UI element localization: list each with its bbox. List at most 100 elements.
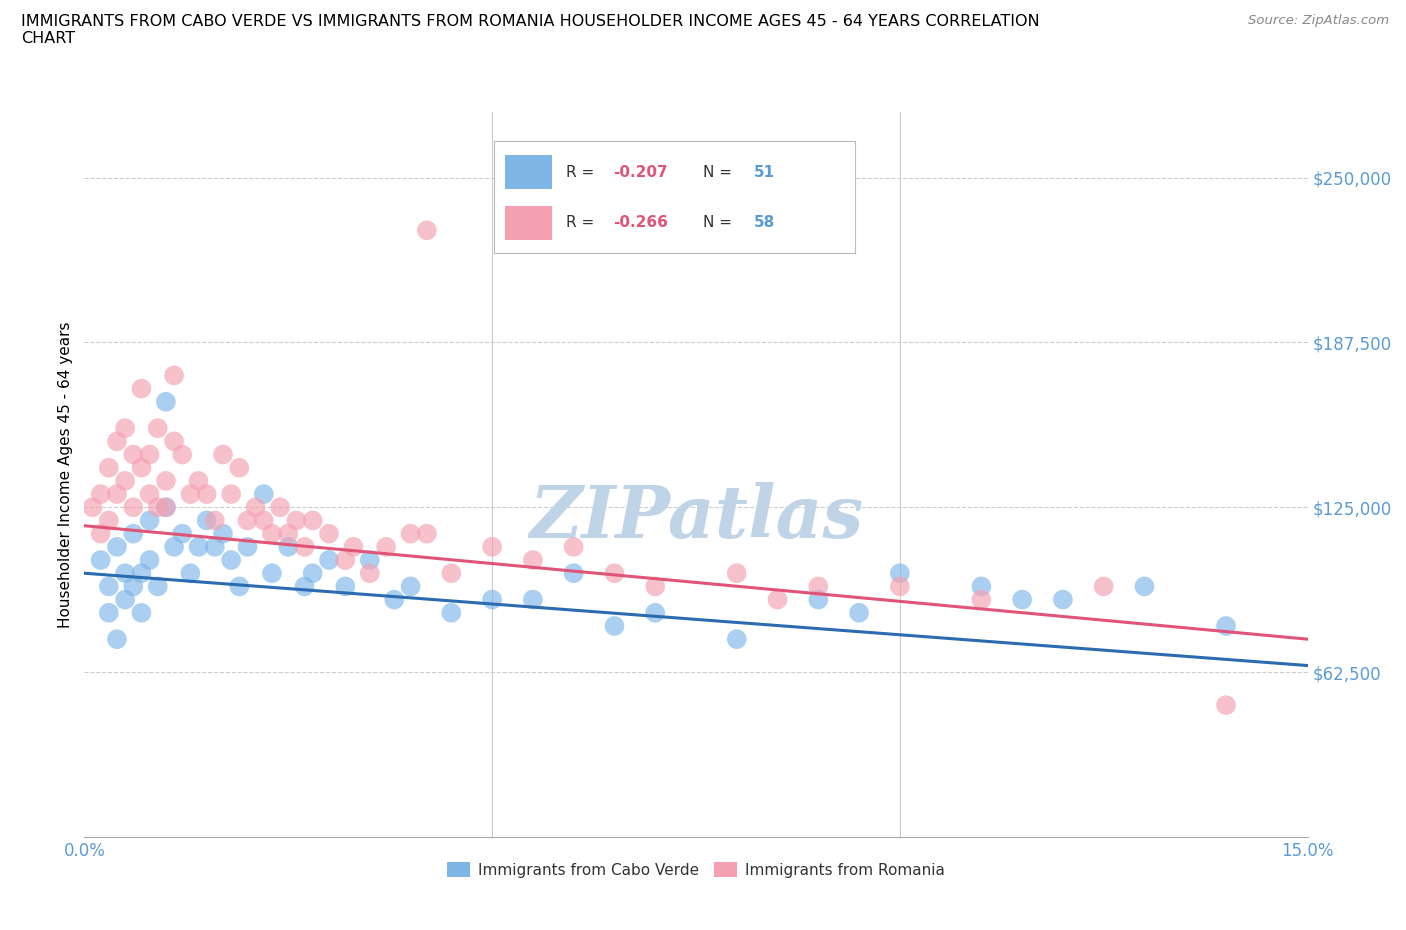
Point — [285, 513, 308, 528]
Point — [187, 539, 209, 554]
Text: ZIPatlas: ZIPatlas — [529, 483, 863, 553]
Point — [1092, 579, 1115, 594]
Point — [440, 605, 463, 620]
Point — [138, 552, 160, 567]
Point — [212, 526, 235, 541]
Point — [105, 631, 128, 646]
Point — [970, 579, 993, 594]
Point — [138, 513, 160, 528]
Point — [236, 513, 259, 528]
Point — [318, 552, 340, 567]
Point — [277, 539, 299, 554]
Point — [382, 592, 405, 607]
Point — [253, 486, 276, 501]
Point — [725, 631, 748, 646]
Point — [294, 579, 316, 594]
Point — [122, 499, 145, 514]
Point — [522, 552, 544, 567]
Point — [195, 486, 218, 501]
Point — [204, 539, 226, 554]
Point — [122, 579, 145, 594]
Point — [807, 592, 830, 607]
Point — [155, 473, 177, 488]
Legend: Immigrants from Cabo Verde, Immigrants from Romania: Immigrants from Cabo Verde, Immigrants f… — [441, 856, 950, 884]
Point — [155, 394, 177, 409]
Point — [114, 592, 136, 607]
Point — [603, 565, 626, 580]
Point — [219, 486, 242, 501]
Point — [399, 579, 422, 594]
Point — [416, 526, 439, 541]
Point — [114, 420, 136, 435]
Text: IMMIGRANTS FROM CABO VERDE VS IMMIGRANTS FROM ROMANIA HOUSEHOLDER INCOME AGES 45: IMMIGRANTS FROM CABO VERDE VS IMMIGRANTS… — [21, 14, 1039, 46]
Point — [163, 434, 186, 449]
Point — [90, 552, 112, 567]
Point — [114, 473, 136, 488]
Point — [294, 539, 316, 554]
Point — [889, 579, 911, 594]
Point — [131, 605, 153, 620]
Point — [807, 579, 830, 594]
Point — [82, 499, 104, 514]
Point — [1011, 592, 1033, 607]
Point — [212, 447, 235, 462]
Point — [97, 579, 120, 594]
Point — [603, 618, 626, 633]
Point — [342, 539, 364, 554]
Point — [236, 539, 259, 554]
Point — [97, 513, 120, 528]
Point — [138, 447, 160, 462]
Text: Source: ZipAtlas.com: Source: ZipAtlas.com — [1249, 14, 1389, 27]
Point — [318, 526, 340, 541]
Point — [228, 460, 250, 475]
Point — [90, 526, 112, 541]
Point — [269, 499, 291, 514]
Point — [105, 434, 128, 449]
Point — [172, 526, 194, 541]
Point — [228, 579, 250, 594]
Point — [889, 565, 911, 580]
Point — [522, 592, 544, 607]
Point — [1052, 592, 1074, 607]
Point — [97, 460, 120, 475]
Point — [172, 447, 194, 462]
Point — [245, 499, 267, 514]
Point — [359, 552, 381, 567]
Point — [114, 565, 136, 580]
Point — [1215, 698, 1237, 712]
Point — [301, 513, 323, 528]
Point — [204, 513, 226, 528]
Point — [399, 526, 422, 541]
Point — [1133, 579, 1156, 594]
Point — [416, 223, 439, 238]
Point — [138, 486, 160, 501]
Point — [146, 499, 169, 514]
Point — [163, 539, 186, 554]
Point — [1215, 618, 1237, 633]
Point — [970, 592, 993, 607]
Point — [163, 368, 186, 383]
Point — [375, 539, 398, 554]
Point — [301, 565, 323, 580]
Point — [146, 420, 169, 435]
Point — [97, 605, 120, 620]
Point — [335, 579, 357, 594]
Point — [105, 539, 128, 554]
Point — [440, 565, 463, 580]
Point — [644, 605, 666, 620]
Point — [105, 486, 128, 501]
Point — [131, 565, 153, 580]
Point — [253, 513, 276, 528]
Point — [277, 526, 299, 541]
Point — [179, 486, 201, 501]
Point — [122, 526, 145, 541]
Point — [481, 592, 503, 607]
Point — [260, 526, 283, 541]
Point — [725, 565, 748, 580]
Y-axis label: Householder Income Ages 45 - 64 years: Householder Income Ages 45 - 64 years — [58, 321, 73, 628]
Point — [179, 565, 201, 580]
Point — [131, 381, 153, 396]
Point — [219, 552, 242, 567]
Point — [260, 565, 283, 580]
Point — [122, 447, 145, 462]
